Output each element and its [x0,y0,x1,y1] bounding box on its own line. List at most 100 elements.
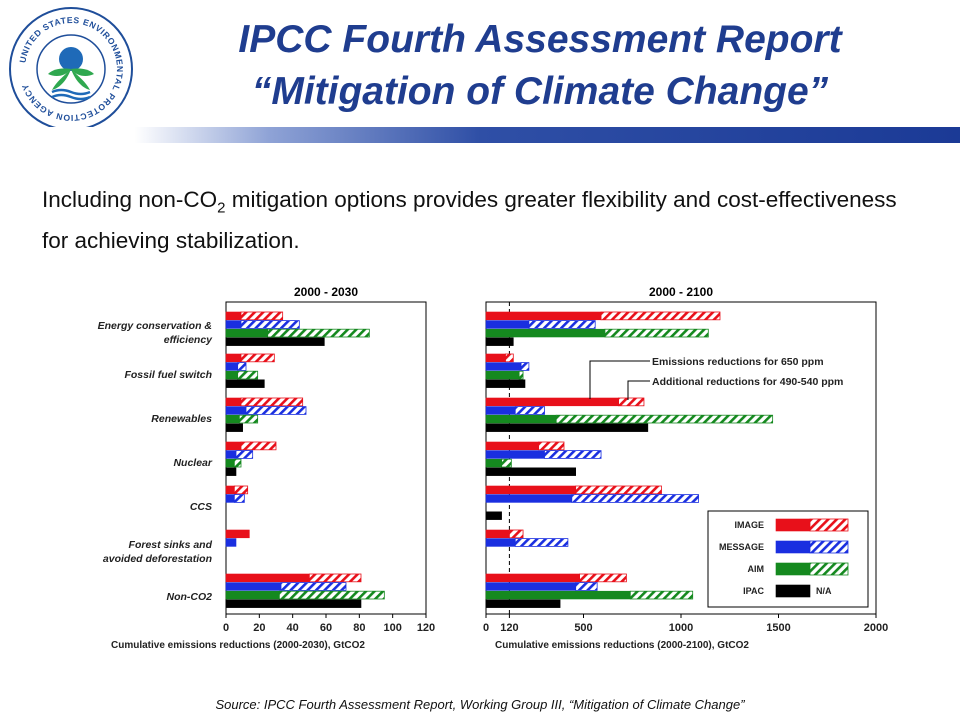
chart2-bar-aim-3-solid [485,458,502,468]
chart2-bar-message-5-solid [485,538,516,547]
chart2-bar-aim-3-hatched [501,458,512,468]
legend-label-ipac: IPAC [743,586,764,596]
chart1-bar-aim-2-hatched [238,414,259,424]
chart1-xtick-label: 60 [320,622,332,634]
chart2-bar-image-3-solid [485,441,539,451]
title-line-1: IPCC Fourth Assessment Report [238,18,842,61]
chart2-bar-ipac-1-solid [485,379,526,388]
body-text-pre: Including non-CO [42,187,218,212]
legend-swatch-message-hatched [809,540,849,554]
chart1-bar-aim-6-solid [225,590,280,600]
chart2-bar-ipac-4-solid [485,511,502,520]
chart2-bar-image-3-hatched [538,441,565,451]
epa-logo: UNITED STATES ENVIRONMENTAL PROTECTION A… [9,7,133,131]
chart2-bar-image-1-hatched [505,353,514,363]
legend-swatch-message-solid [775,540,811,554]
legend-swatch-ipac-solid [775,584,811,598]
chart2-bar-aim-1-hatched [518,370,524,380]
chart2-xtick-label: 120 [500,622,518,634]
chart2-xtick-label: 2000 [864,622,888,634]
chart2-bar-ipac-3-solid [485,467,576,476]
chart1-xtick-label: 40 [287,622,299,634]
chart2-bar-message-2-solid [485,406,516,415]
chart1-bar-message-1-solid [225,362,238,371]
chart2-bar-message-3-solid [485,450,545,459]
legend-swatch-image-hatched [809,518,849,532]
chart2-bar-message-1-hatched [520,362,530,371]
chart-2000-2030: 2000 - 2030 0 20 40 60 80 100 120 Cumulative emi… [98,285,436,651]
chart2-bar-aim-0-hatched [604,328,709,338]
chart1-xtick-label: 20 [253,622,265,634]
chart2-xlabel: Cumulative emissions reductions (2000-21… [495,640,749,651]
chart2-bar-message-5-hatched [514,538,569,547]
chart1-bar-image-2-solid [225,397,242,407]
legend-ipac-na: N/A [816,586,832,596]
chart1-bar-image-6-solid [225,573,310,583]
chart1-bar-message-2-solid [225,406,247,415]
chart1-bar-aim-0-hatched [267,328,370,338]
chart-2000-2100: 2000 - 2100 0 120 500 1000 1500 2000 Cumulative… [483,285,888,651]
chart1-bar-aim-1-solid [225,370,238,380]
chart2-bar-ipac-2-solid [485,423,649,432]
chart2-bar-aim-2-hatched [555,414,774,424]
chart1-bar-aim-1-hatched [237,370,259,380]
chart1-bar-ipac-3-solid [225,467,237,476]
chart2-bar-image-1-solid [485,353,506,363]
chart1-bar-message-6-hatched [280,582,347,591]
category-label-energy-conservation-efficiency: Energy conservation & efficiency [98,320,214,346]
chart1-bar-image-0-solid [225,311,242,321]
chart1-bar-aim-0-solid [225,328,268,338]
category-label-fossil-fuel-switch: Fossil fuel switch [124,369,212,381]
chart1-xtick-label: 120 [417,622,435,634]
chart1-bar-image-3-hatched [240,441,277,451]
page-title: IPCC Fourth Assessment Report “Mitigatio… [140,14,940,118]
legend-label-aim: AIM [748,564,765,574]
chart2-bar-image-4-solid [485,485,576,495]
chart1-bar-ipac-0-solid [225,337,325,346]
chart2-bar-message-6-hatched [575,582,598,591]
chart1-frame [225,301,427,615]
chart2-bar-aim-1-solid [485,370,520,380]
chart2-bar-message-3-hatched [544,450,602,459]
chart2-bar-aim-0-solid [485,328,606,338]
chart1-bar-image-4-solid [225,485,235,495]
chart1-xlabel: Cumulative emissions reductions (2000-20… [111,640,365,651]
chart1-xtick-label: 80 [353,622,365,634]
chart2-bar-ipac-0-solid [485,337,514,346]
chart1-bar-message-4-hatched [233,494,245,503]
chart1-bar-aim-6-hatched [278,590,385,600]
chart2-bar-message-0-solid [485,320,530,329]
chart2-bar-aim-6-solid [485,590,631,600]
chart2-bar-image-6-solid [485,573,580,583]
chart2-bar-image-2-solid [485,397,619,407]
chart1-bar-image-2-hatched [240,397,304,407]
chart1-xtick-label: 100 [383,622,401,634]
chart1-bar-ipac-2-solid [225,423,243,432]
chart1-bar-message-6-solid [225,582,282,591]
chart1-bar-image-3-solid [225,441,242,451]
chart1-bar-message-0-hatched [240,320,300,329]
chart2-bar-image-5-hatched [508,529,524,539]
chart1-bar-image-1-hatched [240,353,275,363]
chart2-bar-image-4-hatched [575,485,662,495]
chart1-bar-aim-2-solid [225,414,240,424]
chart-area: 2000 - 2030 0 20 40 60 80 100 120 Cumulative emi… [98,285,889,651]
source-note: Source: IPCC Fourth Assessment Report, W… [215,697,745,712]
legend-swatch-aim-solid [775,562,811,576]
annotation-0: Emissions reductions for 650 ppm [652,356,824,368]
chart2-xtick-label: 1500 [766,622,790,634]
chart1-bar-image-4-hatched [233,485,249,495]
chart1-bar-message-0-solid [225,320,242,329]
legend-label-image: IMAGE [734,520,764,530]
chart-legend: IMAGE MESSAGE AIM IPAC N/A [707,510,869,608]
chart2-bar-message-4-solid [485,494,573,503]
chart2-bar-image-0-solid [485,311,602,321]
chart1-bar-aim-3-solid [225,458,235,468]
chart1-xtick-label: 0 [223,622,229,634]
chart1-bar-message-3-solid [225,450,237,459]
chart2-bar-image-5-solid [485,529,510,539]
chart1-bar-aim-3-hatched [233,458,242,468]
chart2-bar-message-2-hatched [514,406,545,415]
chart2-xtick-label: 1000 [669,622,693,634]
category-label-forest-sinks-and-avoided-deforestation: Forest sinks and avoided deforestation [103,539,213,565]
